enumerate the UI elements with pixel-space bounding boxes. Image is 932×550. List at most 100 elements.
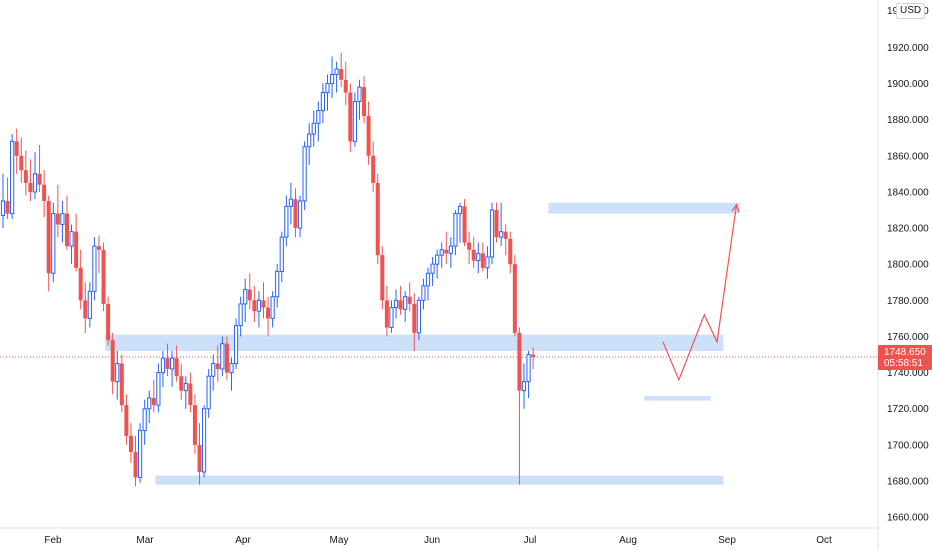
currency-label[interactable]: USD [896, 3, 926, 19]
candle-body[interactable] [448, 245, 453, 254]
candle-body[interactable] [261, 300, 266, 308]
candle-body[interactable] [462, 206, 467, 243]
current-price-tag[interactable] [878, 344, 932, 370]
candle-body[interactable] [512, 264, 517, 333]
candle-body[interactable] [83, 300, 88, 319]
candle-body[interactable] [526, 354, 531, 383]
candle-body[interactable] [416, 299, 421, 334]
candle-body[interactable] [435, 254, 440, 265]
candle-body[interactable] [293, 199, 298, 229]
candle-body[interactable] [151, 397, 156, 406]
candle-body[interactable] [5, 200, 10, 214]
candle-body[interactable] [115, 363, 120, 383]
candle-body[interactable] [412, 303, 417, 333]
candle-body[interactable] [407, 296, 412, 304]
candle-body[interactable] [252, 300, 257, 312]
candle-body[interactable] [87, 290, 92, 319]
candle-body[interactable] [316, 110, 321, 124]
candle-body[interactable] [110, 340, 115, 382]
candle-body[interactable] [42, 184, 47, 201]
candle-body[interactable] [19, 155, 24, 171]
candle-body[interactable] [270, 296, 275, 319]
candle-body[interactable] [508, 238, 513, 265]
candle-body[interactable] [160, 357, 166, 374]
candle-body[interactable] [521, 381, 527, 392]
candle-body[interactable] [457, 205, 463, 215]
candle-body[interactable] [197, 444, 202, 472]
candle-body[interactable] [499, 231, 504, 238]
candle-body[interactable] [371, 155, 376, 183]
candle-body[interactable] [32, 173, 38, 193]
candle-body[interactable] [444, 249, 449, 254]
candle-body[interactable] [352, 101, 357, 142]
candle-body[interactable] [439, 249, 444, 256]
candle-body[interactable] [156, 372, 161, 406]
candle-body[interactable] [256, 299, 262, 312]
candle-body[interactable] [233, 325, 239, 365]
candle-body[interactable] [69, 231, 74, 247]
candle-body[interactable] [403, 296, 408, 310]
candle-body[interactable] [238, 303, 243, 327]
candle-body[interactable] [275, 270, 280, 298]
candle-body[interactable] [389, 307, 394, 328]
candle-body[interactable] [165, 358, 170, 369]
candle-body[interactable] [133, 452, 138, 478]
candle-body[interactable] [366, 116, 371, 156]
candle-body[interactable] [201, 408, 207, 473]
candle-body[interactable] [46, 200, 51, 274]
candle-body[interactable] [174, 358, 179, 377]
candle-body[interactable] [211, 363, 216, 377]
small-support-zone[interactable] [644, 396, 711, 401]
candle-body[interactable] [471, 249, 476, 261]
candle-body[interactable] [421, 285, 426, 301]
candle-body[interactable] [229, 363, 234, 374]
candle-body[interactable] [37, 173, 42, 185]
candle-body[interactable] [494, 209, 499, 238]
candle-body[interactable] [343, 79, 348, 93]
candle-body[interactable] [297, 200, 303, 229]
candle-body[interactable] [430, 263, 435, 274]
candle-body[interactable] [398, 300, 403, 310]
candle-body[interactable] [357, 86, 362, 103]
candle-body[interactable] [206, 375, 211, 410]
candle-body[interactable] [10, 140, 15, 215]
candle-body[interactable] [329, 73, 335, 85]
candle-body[interactable] [266, 307, 271, 319]
candle-body[interactable] [503, 231, 508, 239]
candle-body[interactable] [215, 363, 220, 369]
candle-body[interactable] [284, 205, 289, 238]
candle-body[interactable] [220, 343, 225, 370]
candle-body[interactable] [142, 408, 147, 431]
candle-body[interactable] [334, 68, 339, 75]
candle-body[interactable] [55, 213, 60, 225]
projection-path[interactable] [662, 204, 738, 382]
candle-body[interactable] [60, 213, 65, 225]
candle-body[interactable] [51, 213, 56, 274]
candle-body[interactable] [101, 249, 106, 304]
candle-body[interactable] [302, 146, 307, 202]
candle-body[interactable] [531, 354, 536, 357]
candle-body[interactable] [179, 376, 184, 391]
candle-body[interactable] [92, 245, 97, 292]
candle-body[interactable] [311, 122, 316, 135]
candle-body[interactable] [0, 200, 6, 216]
candle-body[interactable] [14, 141, 19, 156]
candle-body[interactable] [119, 363, 124, 406]
candle-body[interactable] [28, 182, 33, 192]
candle-body[interactable] [362, 87, 367, 117]
candle-body[interactable] [476, 252, 481, 262]
candle-body[interactable] [425, 272, 431, 287]
candle-body[interactable] [23, 170, 28, 183]
resistance-zone-upper[interactable] [548, 202, 740, 214]
candle-body[interactable] [96, 246, 101, 250]
candle-body[interactable] [124, 405, 129, 436]
candle-body[interactable] [128, 435, 133, 453]
candle-body[interactable] [78, 267, 83, 301]
candle-body[interactable] [348, 92, 353, 142]
candle-body[interactable] [320, 92, 325, 112]
candle-body[interactable] [192, 405, 197, 445]
candle-body[interactable] [138, 429, 143, 478]
candle-body[interactable] [380, 255, 385, 301]
candle-body[interactable] [247, 289, 252, 301]
